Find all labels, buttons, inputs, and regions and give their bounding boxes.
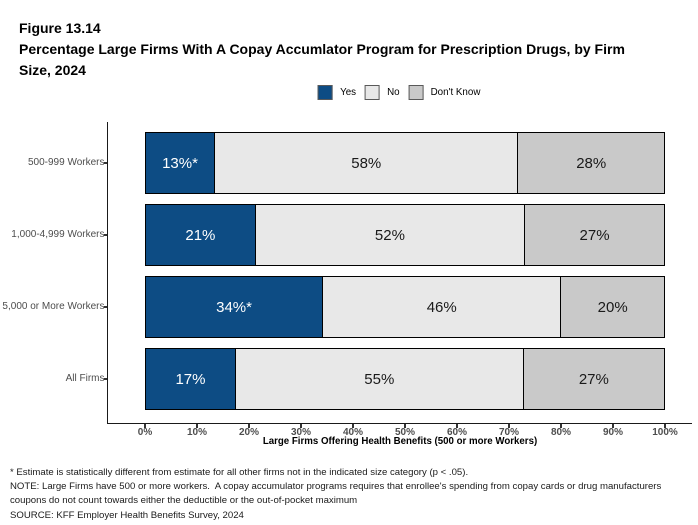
legend-swatch-yes [317,84,333,100]
bar-all-firms: 17% 55% 27% [145,348,665,410]
x-axis-tick [560,424,562,428]
bar-segment-yes: 21% [146,205,255,265]
legend-item-yes: Yes [317,84,357,100]
legend-label-no: No [387,86,400,98]
y-category-label: 1,000-4,999 Workers [11,229,105,240]
bar-value-label: 21% [185,226,216,244]
legend-item-no: No [364,84,400,100]
legend-swatch-dont-know [408,84,424,100]
y-axis-tick [103,378,108,380]
x-axis-tick [196,424,198,428]
x-tick-label: 100% [652,426,678,438]
bar-value-label: 17% [175,370,206,388]
figure-title-line-2: Size, 2024 [19,62,86,78]
legend-swatch-no [364,84,380,100]
y-axis-tick [103,306,108,308]
x-tick-label: 0% [137,426,153,438]
x-axis-tick [508,424,510,428]
bar-segment-no: 46% [322,277,561,337]
x-axis-tick [144,424,146,428]
figure-title-line-1: Percentage Large Firms With A Copay Accu… [19,41,625,57]
footnote-asterisk: * Estimate is statistically different fr… [10,467,469,478]
bar-value-label: 34%* [216,298,252,316]
figure-label: Figure 13.14 [19,20,101,36]
bar-5-000-or-more-workers: 34%* 46% 20% [145,276,665,338]
bar-segment-yes: 34%* [146,277,323,337]
bar-1-000-4-999-workers: 21% 52% 27% [145,204,665,266]
x-axis-tick [248,424,250,428]
bar-value-label: 20% [597,298,628,316]
x-tick-label: 60% [446,426,468,438]
bar-500-999-workers: 13%* 58% 28% [145,132,665,194]
footnote-note-line-1: NOTE: Large Firms have 500 or more worke… [10,481,662,493]
bar-segment-don-t-know: 27% [522,349,664,409]
x-axis-title: Large Firms Offering Health Benefits (50… [262,436,538,447]
x-tick-label: 50% [394,426,416,438]
footnotes: * Estimate is statistically different fr… [10,466,661,523]
x-tick-label: 80% [550,426,572,438]
x-axis-tick [352,424,354,428]
bar-value-label: 55% [364,370,395,388]
chart-legend: Yes No Don't Know [317,84,481,100]
legend-label-dont-know: Don't Know [430,86,481,98]
x-tick-label: 10% [186,426,208,438]
x-axis-tick [300,424,302,428]
x-axis-line [107,423,692,425]
bar-value-label: 27% [578,370,609,388]
y-category-label: 500-999 Workers [27,157,105,168]
bar-segment-no: 52% [254,205,525,265]
y-axis-tick [103,162,108,164]
footnote-note-line-2: coupons do not count towards either the … [10,495,358,507]
x-axis-tick [456,424,458,428]
x-tick-label: 30% [290,426,312,438]
bar-value-label: 58% [351,154,382,172]
bar-value-label: 46% [426,298,457,316]
y-category-label: All Firms [65,373,105,384]
x-axis-tick [664,424,666,428]
x-tick-label: 90% [602,426,624,438]
bar-value-label: 13%* [162,154,198,172]
bar-segment-don-t-know: 28% [517,133,664,193]
legend-item-dont-know: Don't Know [408,84,481,100]
bar-segment-don-t-know: 27% [524,205,664,265]
y-axis-line [107,121,109,423]
y-axis-tick [103,234,108,236]
x-tick-label: 40% [342,426,364,438]
bar-segment-yes: 17% [146,349,235,409]
x-tick-label: 70% [498,426,520,438]
x-axis-tick [612,424,614,428]
bar-value-label: 27% [579,226,610,244]
bar-segment-don-t-know: 20% [560,277,664,337]
bar-value-label: 28% [576,154,607,172]
x-axis-tick [404,424,406,428]
x-tick-label: 20% [238,426,260,438]
legend-label-yes: Yes [340,86,357,98]
y-category-label: 5,000 or More Workers [2,301,105,312]
bar-segment-no: 58% [214,133,518,193]
figure-title: Figure 13.14 Percentage Large Firms With… [19,18,625,81]
bar-segment-yes: 13%* [146,133,215,193]
footnote-source: SOURCE: KFF Employer Health Benefits Sur… [10,509,244,521]
bar-value-label: 52% [374,226,405,244]
bar-segment-no: 55% [234,349,523,409]
